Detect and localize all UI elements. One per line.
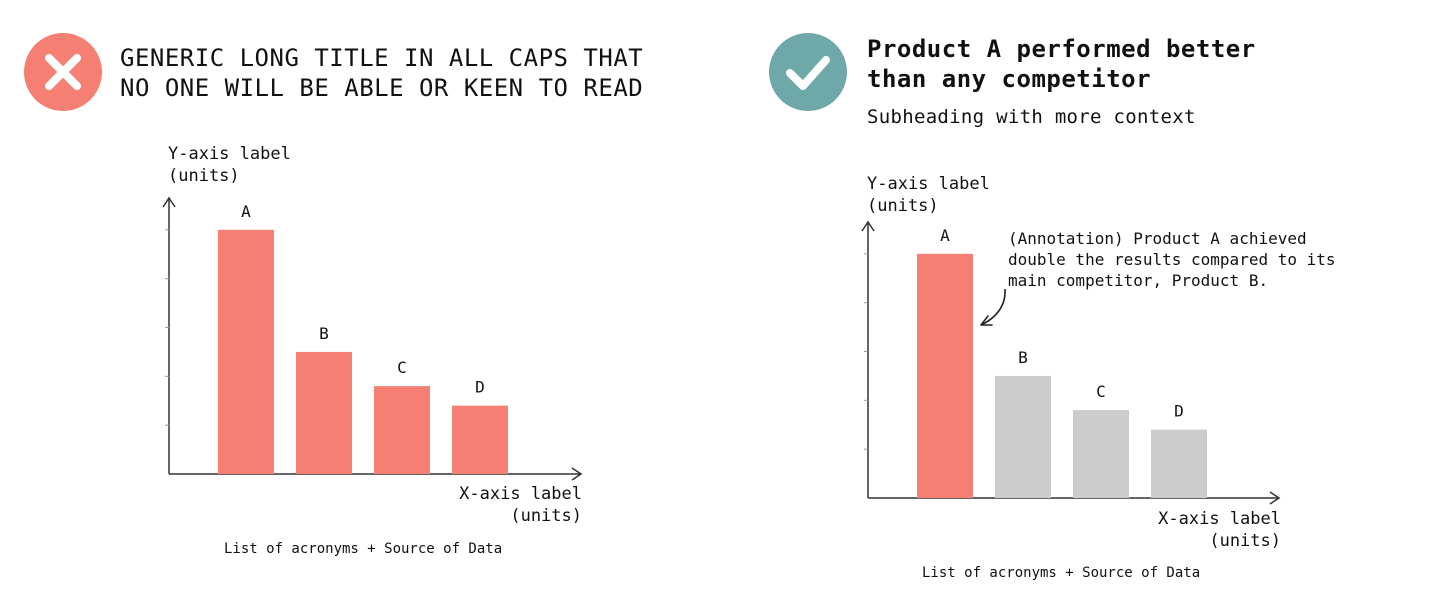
y-axis-label-line2: (units) [867,196,939,216]
bar-label-c: C [397,358,407,377]
good-example-panel: Product A performed better than any comp… [728,0,1456,601]
annotation-arrow-head [980,315,993,326]
x-axis-label-line2: (units) [1209,531,1281,551]
good-title-line1: Product A performed better [867,35,1256,63]
x-axis-label-line2: (units) [510,506,582,526]
y-axis-label-line1: Y-axis label [867,174,990,194]
check-icon [769,33,847,111]
good-bar-chart: Y-axis label (units) X-axis label (units… [861,174,1336,551]
annotation-line1: (Annotation) Product A achieved [1008,229,1307,248]
annotation-line2: double the results compared to its [1008,250,1336,269]
good-source-caption: List of acronyms + Source of Data [922,565,1201,581]
bar-c [1073,410,1129,498]
y-axis-label-line2: (units) [168,166,240,186]
annotation-arrow [980,288,1006,326]
cross-icon [24,33,102,111]
bar-d [1151,429,1207,498]
x-axis-arrow [1269,491,1281,505]
bar-b [296,351,352,474]
bar-label-b: B [1018,348,1028,367]
x-axis-label-line1: X-axis label [459,484,582,504]
x-axis-arrow [571,467,583,481]
bad-bar-chart: Y-axis label (units) X-axis label (units… [162,144,583,526]
y-axis-arrow [162,196,176,208]
good-title-line2: than any competitor [867,65,1152,93]
y-axis-arrow [861,220,875,232]
bar-b [995,375,1051,498]
bar-label-d: D [475,378,485,397]
bad-chart-title: GENERIC LONG TITLE IN ALL CAPS THAT NO O… [120,43,643,103]
y-axis-label-line1: Y-axis label [168,144,291,164]
bar-label-b: B [319,324,329,343]
bad-title-line2: NO ONE WILL BE ABLE OR KEEN TO READ [120,74,644,102]
bad-example-panel: GENERIC LONG TITLE IN ALL CAPS THAT NO O… [24,33,643,557]
bar-a [218,229,274,474]
bar-a [917,253,973,498]
bad-source-caption: List of acronyms + Source of Data [224,541,503,557]
bar-label-d: D [1174,402,1184,421]
good-chart-title: Product A performed better than any comp… [867,34,1256,94]
bar-label-c: C [1096,382,1106,401]
x-axis-label-line1: X-axis label [1158,509,1281,529]
bar-d [452,405,508,474]
bad-title-line1: GENERIC LONG TITLE IN ALL CAPS THAT [120,44,644,72]
annotation-line3: main competitor, Product B. [1008,271,1268,290]
bar-label-a: A [940,226,950,245]
bar-c [374,386,430,474]
check-badge-circle [769,33,847,111]
bar-label-a: A [241,202,251,221]
good-chart-subtitle: Subheading with more context [867,106,1196,128]
